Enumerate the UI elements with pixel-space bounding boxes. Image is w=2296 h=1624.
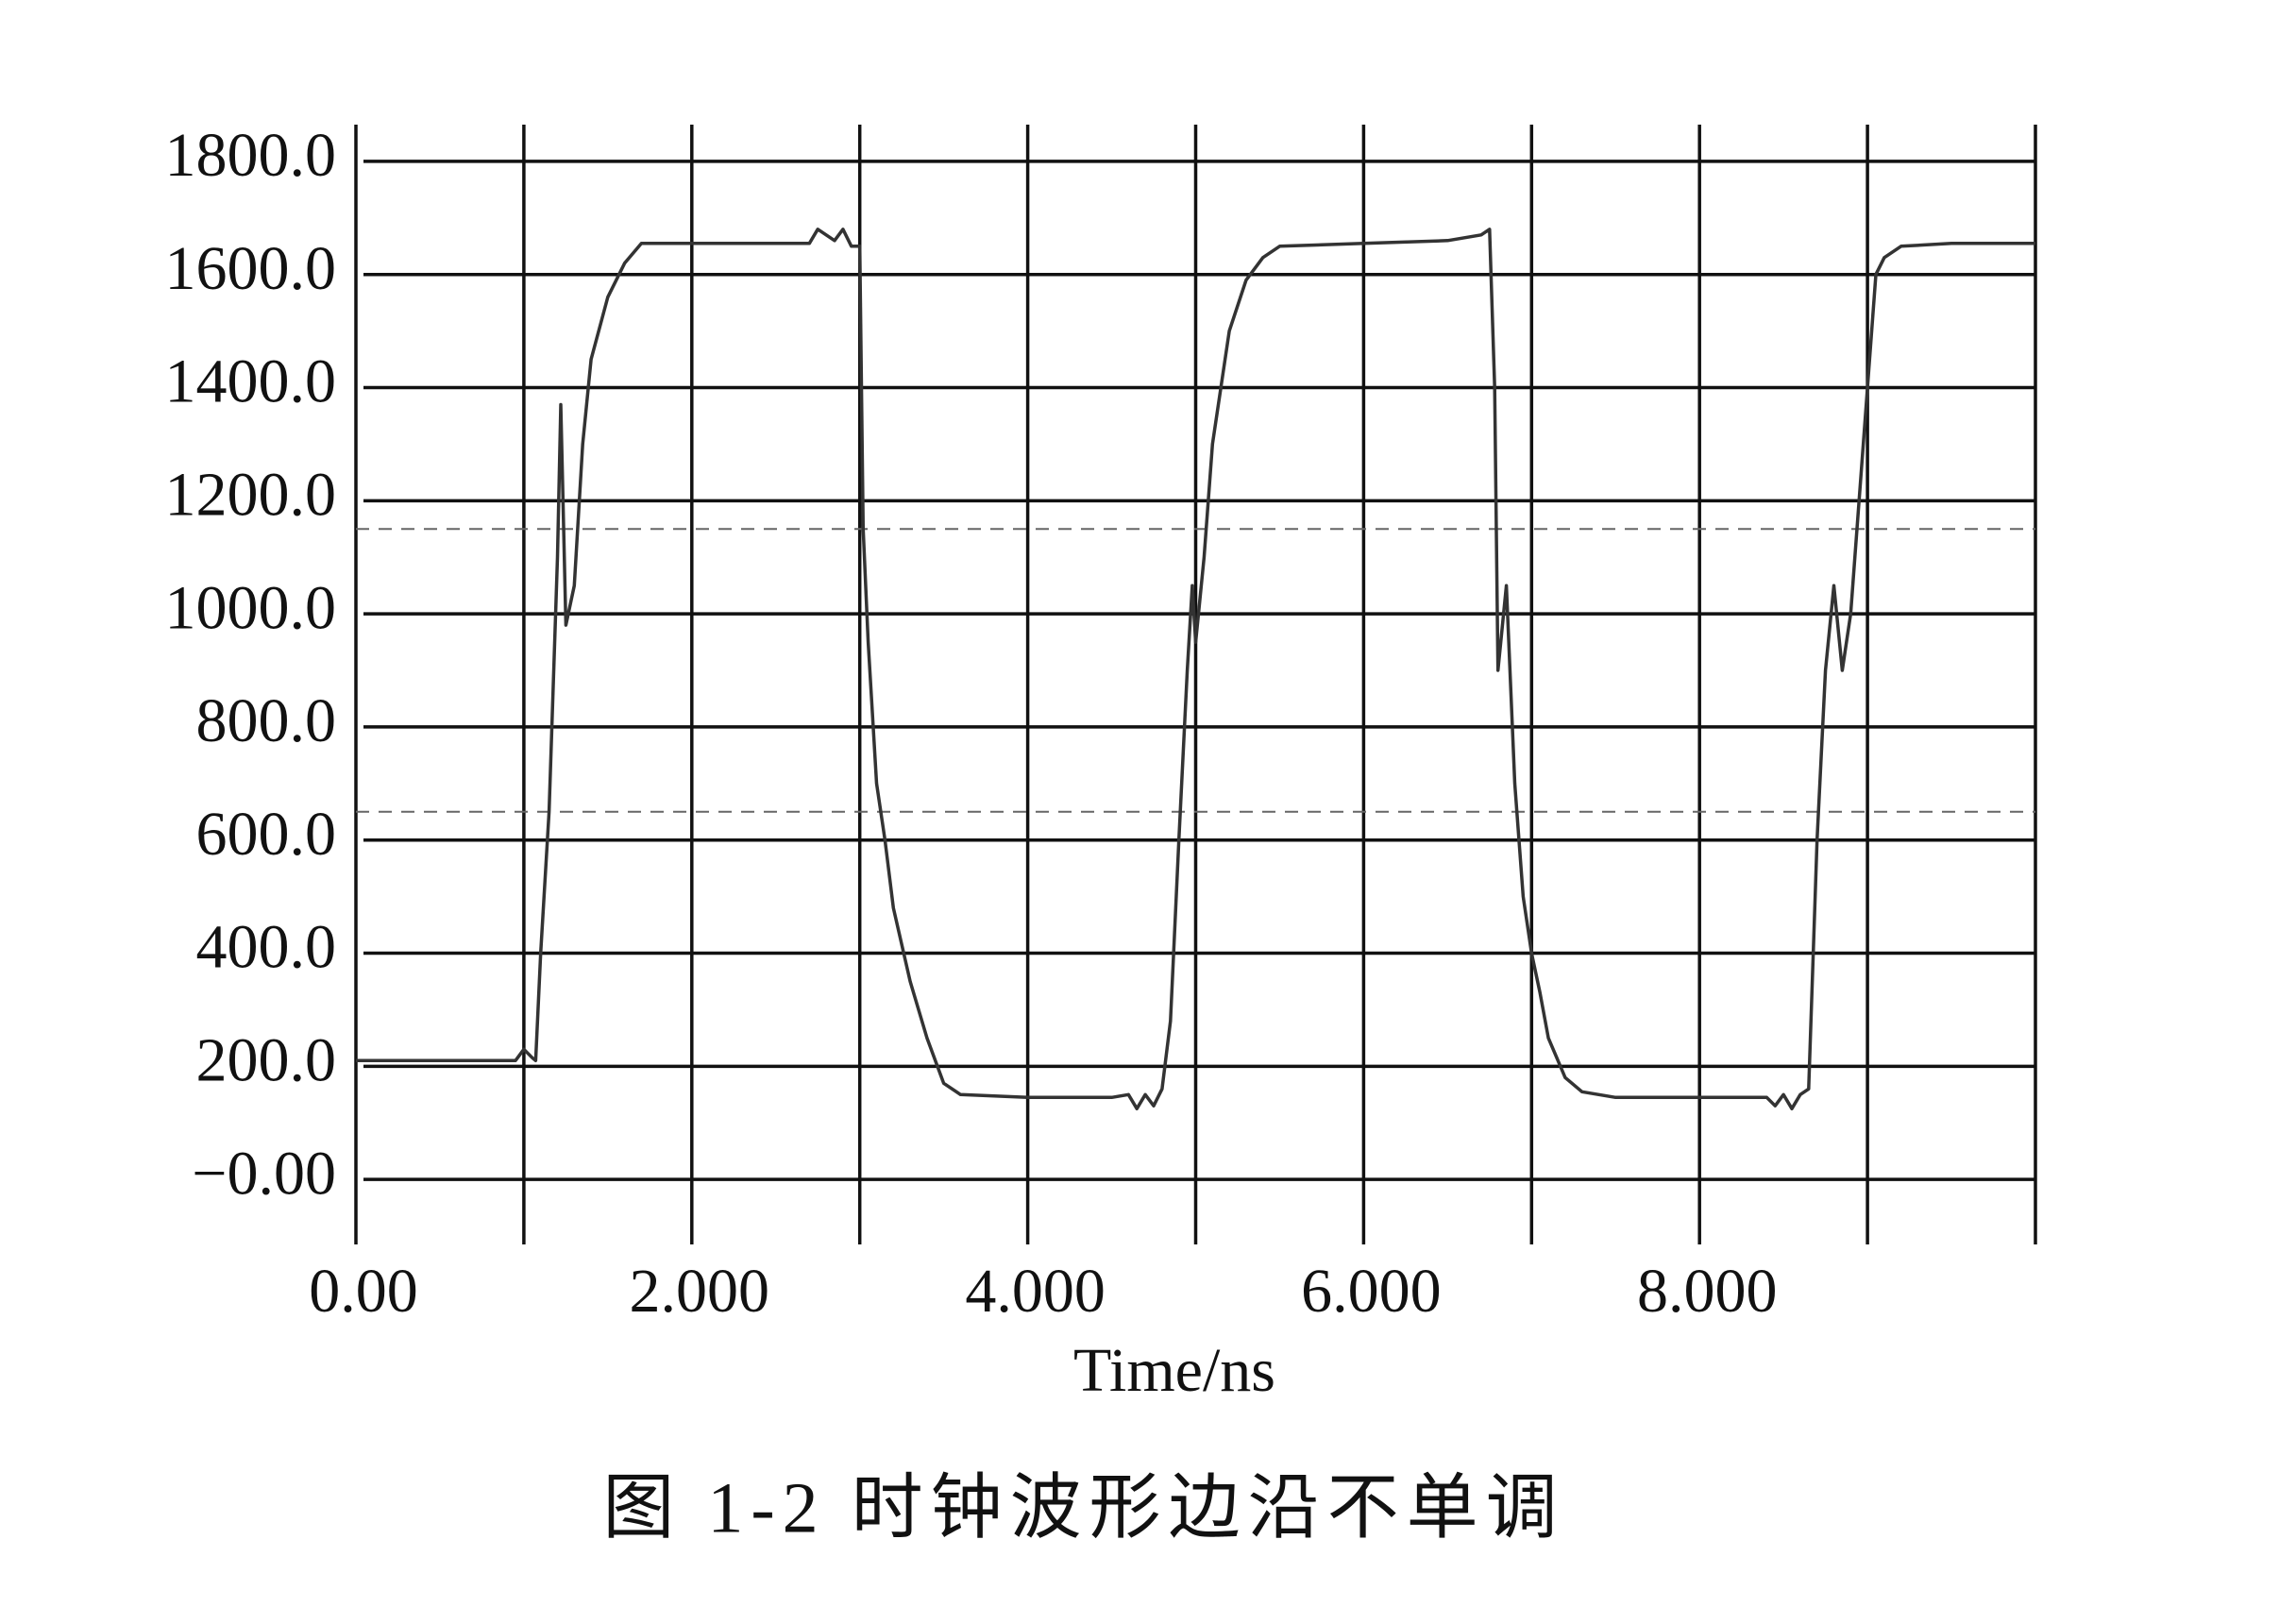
y-tick-label: 1800.0 bbox=[165, 121, 337, 190]
x-axis-label: Time/ns bbox=[1073, 1336, 1275, 1405]
x-tick-label: 6.000 bbox=[1301, 1257, 1442, 1326]
x-tick-label: 2.000 bbox=[630, 1257, 770, 1326]
y-tick-label: 1600.0 bbox=[165, 234, 337, 303]
caption: 图 1-2 时钟波形边沿不单调 bbox=[602, 1468, 1564, 1548]
y-tick-label: 600.0 bbox=[196, 800, 337, 869]
y-tick-label: 1400.0 bbox=[165, 347, 337, 416]
waveform bbox=[356, 228, 2035, 1110]
y-tick-label: 800.0 bbox=[196, 686, 337, 755]
y-tick-label: 200.0 bbox=[196, 1025, 337, 1094]
y-tick-label: 1000.0 bbox=[165, 573, 337, 642]
x-tick-label: 8.000 bbox=[1637, 1257, 1778, 1326]
x-tick-label: 0.00 bbox=[309, 1257, 418, 1326]
y-tick-label: −0.00 bbox=[192, 1139, 336, 1208]
y-tick-label: 1200.0 bbox=[165, 460, 337, 529]
y-tick-label: 400.0 bbox=[196, 913, 337, 982]
x-tick-label: 4.000 bbox=[965, 1257, 1106, 1326]
